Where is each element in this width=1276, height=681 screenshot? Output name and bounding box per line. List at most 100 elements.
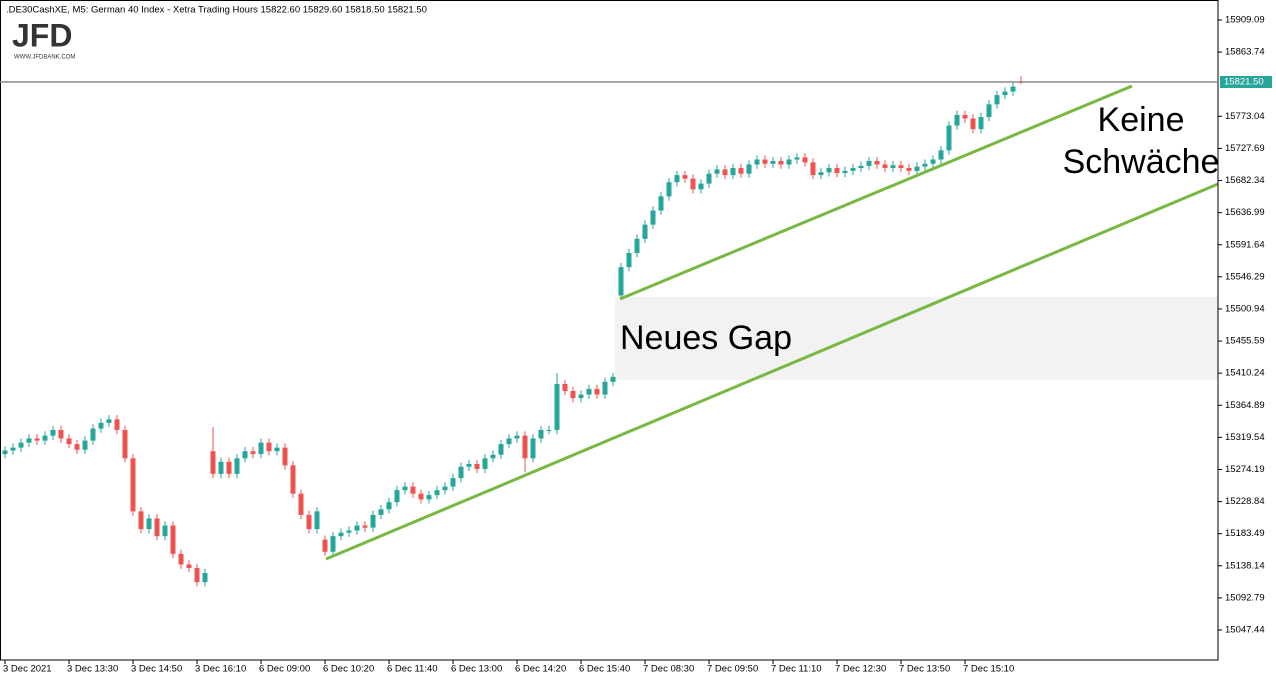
- trend-line: [619, 84, 1133, 301]
- candle-body: [506, 438, 512, 445]
- candle-body: [354, 525, 360, 531]
- candle-body: [682, 175, 688, 179]
- plot-frame: [0, 0, 1219, 661]
- candle-body: [850, 168, 856, 171]
- candle-body: [818, 172, 824, 176]
- candle-body: [202, 572, 208, 583]
- candle-body: [10, 447, 16, 451]
- candle-body: [178, 553, 184, 565]
- y-tick-label: 15863.74: [1225, 47, 1265, 58]
- annotation: Neues Gap: [620, 319, 792, 357]
- candle-body: [58, 429, 64, 439]
- candle-body: [594, 388, 600, 395]
- candle-body: [538, 429, 544, 439]
- annotation: Keine: [1098, 101, 1185, 139]
- candle-body: [370, 514, 376, 528]
- candle-body: [162, 525, 168, 537]
- candle-body: [98, 422, 104, 429]
- candle-body: [186, 564, 192, 569]
- y-tick-label: 15319.54: [1225, 432, 1265, 443]
- candle-body: [650, 210, 656, 225]
- candle-body: [770, 160, 776, 164]
- candle-body: [378, 509, 384, 515]
- candle-body: [466, 463, 472, 467]
- candle-body: [690, 178, 696, 190]
- y-tick-label: 15183.49: [1225, 528, 1265, 539]
- candle-body: [914, 166, 920, 171]
- candle-body: [450, 478, 456, 487]
- candle-body: [106, 419, 112, 423]
- candle-body: [170, 525, 176, 554]
- candles: [2, 76, 1024, 587]
- y-tick-label: 15455.59: [1225, 336, 1265, 347]
- candle-body: [522, 435, 528, 459]
- candle-body: [482, 458, 488, 469]
- candle-body: [26, 438, 32, 443]
- candle-body: [530, 438, 536, 459]
- x-tick-label: 3 Dec 2021: [3, 664, 52, 675]
- candle-body: [210, 451, 216, 474]
- candle-body: [410, 486, 416, 494]
- candle-body: [810, 162, 816, 176]
- candle-body: [386, 502, 392, 510]
- annotation: Schwäche: [1063, 143, 1220, 181]
- candle-body: [314, 511, 320, 530]
- candle-body: [458, 466, 464, 479]
- candle-body: [994, 95, 1000, 105]
- x-tick-label: 6 Dec 11:40: [387, 664, 438, 675]
- candle-body: [418, 493, 424, 500]
- candle-body: [122, 429, 128, 459]
- candle-body: [34, 438, 40, 441]
- candle-body: [626, 252, 632, 268]
- candle-body: [642, 224, 648, 239]
- candle-body: [66, 438, 72, 445]
- candle-body: [602, 381, 608, 395]
- candle-body: [634, 238, 640, 253]
- chart-header: .DE30CashXE, M5: German 40 Index - Xetra…: [6, 5, 427, 16]
- y-tick-label: 15410.24: [1225, 368, 1265, 379]
- candle-body: [514, 435, 520, 439]
- candle-body: [890, 165, 896, 169]
- y-tick-label: 15500.94: [1225, 303, 1265, 314]
- candle-body: [130, 458, 136, 512]
- candle-body: [498, 444, 504, 455]
- candle-body: [866, 160, 872, 166]
- candle-body: [274, 447, 280, 452]
- x-tick-label: 7 Dec 08:30: [643, 664, 694, 675]
- y-tick-label: 15773.04: [1225, 111, 1265, 122]
- candle-body: [18, 442, 24, 448]
- candle-body: [970, 118, 976, 130]
- candle-body: [578, 394, 584, 399]
- candle-body: [938, 150, 944, 160]
- candle-body: [1010, 86, 1016, 92]
- candle-body: [50, 429, 56, 436]
- candle-body: [722, 169, 728, 176]
- y-tick-label: 15274.19: [1225, 464, 1265, 475]
- candle-body: [986, 104, 992, 118]
- candle-body: [42, 435, 48, 441]
- candle-body: [906, 168, 912, 171]
- candle-body: [554, 383, 560, 430]
- y-tick-label: 15228.84: [1225, 496, 1265, 507]
- logo-url: WWW.JFDBANK.COM: [14, 55, 75, 61]
- x-tick-label: 6 Dec 10:20: [323, 664, 374, 675]
- candle-body: [426, 495, 432, 500]
- candle-body: [306, 514, 312, 530]
- candle-body: [794, 157, 800, 160]
- candle-body: [706, 173, 712, 184]
- candle-body: [2, 450, 8, 455]
- candle-body: [874, 160, 880, 165]
- candle-body: [666, 182, 672, 197]
- candle-body: [338, 532, 344, 537]
- candle-body: [442, 486, 448, 491]
- candle-body: [738, 168, 744, 174]
- y-tick-label: 15138.14: [1225, 560, 1265, 571]
- candle-body: [586, 388, 592, 395]
- candle-body: [946, 125, 952, 151]
- candle-body: [658, 196, 664, 211]
- candle-body: [290, 465, 296, 494]
- x-tick-label: 7 Dec 11:10: [771, 664, 822, 675]
- candle-body: [754, 159, 760, 165]
- x-tick-label: 7 Dec 09:50: [707, 664, 758, 675]
